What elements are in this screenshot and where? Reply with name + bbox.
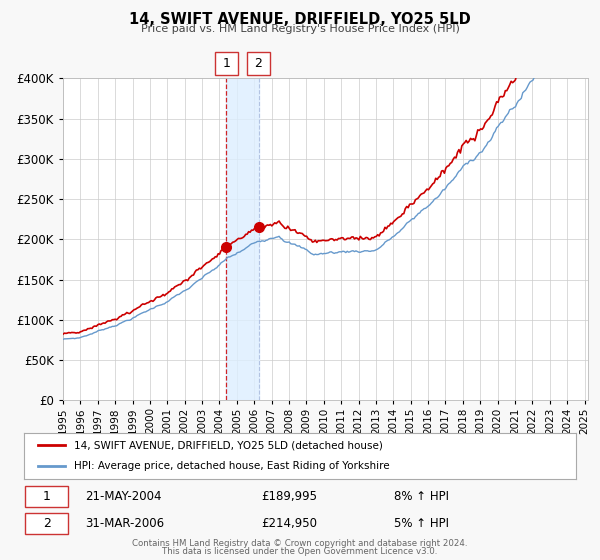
Text: 14, SWIFT AVENUE, DRIFFIELD, YO25 5LD: 14, SWIFT AVENUE, DRIFFIELD, YO25 5LD xyxy=(129,12,471,27)
FancyBboxPatch shape xyxy=(25,486,68,507)
Text: 1: 1 xyxy=(43,491,50,503)
Text: 2: 2 xyxy=(254,57,262,70)
Text: 1: 1 xyxy=(222,57,230,70)
Text: 2: 2 xyxy=(43,517,50,530)
Text: HPI: Average price, detached house, East Riding of Yorkshire: HPI: Average price, detached house, East… xyxy=(74,461,389,472)
Text: 21-MAY-2004: 21-MAY-2004 xyxy=(85,491,161,503)
Bar xyxy=(226,78,259,400)
Text: 14, SWIFT AVENUE, DRIFFIELD, YO25 5LD (detached house): 14, SWIFT AVENUE, DRIFFIELD, YO25 5LD (d… xyxy=(74,440,383,450)
FancyBboxPatch shape xyxy=(25,514,68,534)
FancyBboxPatch shape xyxy=(215,52,238,75)
Text: 5% ↑ HPI: 5% ↑ HPI xyxy=(394,517,449,530)
Text: 31-MAR-2006: 31-MAR-2006 xyxy=(85,517,164,530)
Text: This data is licensed under the Open Government Licence v3.0.: This data is licensed under the Open Gov… xyxy=(163,547,437,556)
Text: £214,950: £214,950 xyxy=(262,517,317,530)
Text: Contains HM Land Registry data © Crown copyright and database right 2024.: Contains HM Land Registry data © Crown c… xyxy=(132,539,468,548)
Text: £189,995: £189,995 xyxy=(262,491,317,503)
FancyBboxPatch shape xyxy=(247,52,270,75)
Text: Price paid vs. HM Land Registry's House Price Index (HPI): Price paid vs. HM Land Registry's House … xyxy=(140,24,460,34)
Text: 8% ↑ HPI: 8% ↑ HPI xyxy=(394,491,449,503)
